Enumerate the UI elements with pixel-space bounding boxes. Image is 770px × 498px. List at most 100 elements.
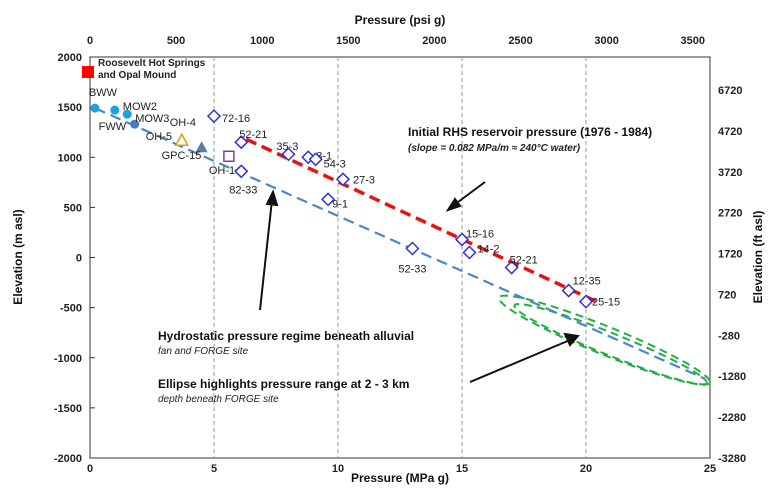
y-right-tick-label: 1720	[718, 249, 742, 261]
point-label: 52-33	[398, 263, 426, 275]
x-top-tick-label: 1000	[250, 35, 274, 47]
diamond-marker	[504, 260, 519, 275]
point-label: OH-4	[170, 117, 196, 129]
y-right-tick-label: 3720	[718, 167, 742, 179]
diamond-marker	[206, 109, 222, 124]
point-label: MOW2	[123, 101, 157, 113]
x-bottom-tick-label: 20	[580, 463, 592, 475]
circle-marker	[90, 103, 100, 113]
point-label: OH-5	[146, 131, 172, 143]
diamond-marker	[335, 172, 351, 187]
annotation-reservoir: Initial RHS reservoir pressure (1976 - 1…	[408, 125, 652, 139]
y-left-tick-label: 1500	[58, 102, 82, 114]
pressure-range-ellipse-inner	[513, 303, 708, 386]
y-right-tick-label: 2720	[718, 208, 742, 220]
x-top-tick-label: 0	[87, 35, 93, 47]
circle-marker	[110, 105, 120, 115]
trend-lines	[94, 107, 706, 380]
data-points: 72-1652-2135-33-154-327-382-339-152-3315…	[89, 87, 620, 309]
y-left-tick-label: -500	[60, 303, 82, 315]
horizontal-gridlines	[90, 56, 95, 459]
annotation-ellipse-2: depth beneath FORGE site	[158, 394, 279, 405]
y-right-tick-label: -280	[718, 330, 740, 342]
y-right-tick-label: 6720	[718, 85, 742, 97]
diamond-marker	[454, 232, 470, 247]
diamond-marker	[578, 294, 594, 309]
annotation-slope: (slope = 0.082 MPa/m ≈ 240°C water)	[408, 143, 581, 154]
triangle-marker	[195, 141, 208, 153]
hydrostatic-arrow	[259, 199, 273, 311]
diamond-marker	[308, 152, 323, 167]
trend-line	[245, 137, 602, 306]
reservoir-arrow	[453, 181, 486, 206]
y-left-tick-label: 1000	[58, 152, 82, 164]
plot-area	[89, 56, 711, 459]
legend-label-line2: and Opal Mound	[98, 70, 176, 81]
y-left-tick-label: 500	[64, 202, 82, 214]
y-left-tick-label: 2000	[58, 52, 82, 64]
point-label: 52-21	[239, 129, 267, 141]
y-left-tick-label: -1000	[54, 353, 82, 365]
circle-marker	[122, 109, 132, 119]
point-label: 82-33	[229, 184, 257, 196]
point-label: MOW3	[135, 113, 169, 125]
diamond-marker	[561, 283, 576, 298]
diamond-marker	[462, 245, 477, 260]
y-right-tick-label: -1280	[718, 371, 746, 383]
legend-marker	[82, 66, 94, 78]
ellipse-arrow-head	[563, 332, 580, 347]
reservoir-arrow-head	[445, 197, 462, 212]
axis-ticks: 0 5 10 15 20 25 0 500 1000 1500 2000 2500 3000 3500 20…	[54, 35, 746, 475]
y-right-tick-label: 720	[718, 289, 736, 301]
y-right-tick-label: 4720	[718, 126, 742, 138]
point-label: 35-3	[276, 141, 298, 153]
x-bottom-tick-label: 10	[332, 463, 344, 475]
hydrostatic-arrow-head	[265, 189, 279, 207]
x-bottom-tick-label: 0	[87, 463, 93, 475]
y-left-tick-label: -1500	[54, 403, 82, 415]
pressure-range-ellipse	[498, 294, 712, 386]
x-top-tick-label: 2500	[508, 35, 532, 47]
x-top-tick-label: 500	[167, 35, 185, 47]
diamond-marker	[405, 241, 420, 256]
point-label: FWW	[99, 121, 127, 133]
trend-line	[94, 107, 706, 380]
x-top-tick-label: 3000	[594, 35, 618, 47]
point-label: 9-1	[332, 198, 348, 210]
annotation-arrows	[259, 181, 580, 383]
annotation-hydrostatic-1: Hydrostatic pressure regime beneath allu…	[158, 329, 414, 343]
diamond-marker	[281, 147, 296, 162]
diamond-marker	[234, 164, 249, 179]
x-top-tick-label: 3500	[681, 35, 705, 47]
point-label: 15-16	[466, 228, 494, 240]
y-left-tick-label: 0	[76, 253, 82, 265]
x-top-tick-label: 2000	[422, 35, 446, 47]
point-label: 52-21	[510, 255, 538, 267]
y-right-tick-label: -2280	[718, 412, 746, 424]
x-bottom-axis-title: Pressure (MPa g)	[351, 471, 449, 485]
point-label: OH-1	[209, 165, 235, 177]
point-label: 27-3	[353, 174, 375, 186]
ellipse-arrow	[469, 339, 571, 383]
circle-marker	[130, 119, 140, 129]
triangle-marker	[174, 132, 190, 146]
x-bottom-tick-label: 15	[456, 463, 468, 475]
x-top-axis-title: Pressure (psi g)	[355, 13, 446, 27]
point-label: 25-15	[592, 297, 620, 309]
point-label: GPC-15	[162, 150, 202, 162]
point-label: 14-2	[477, 243, 499, 255]
diamond-marker	[234, 135, 249, 150]
point-label: 54-3	[324, 158, 346, 170]
vertical-gridlines	[213, 57, 587, 458]
point-label: 12-35	[573, 276, 601, 288]
x-bottom-tick-label: 5	[211, 463, 217, 475]
legend-label: Roosevelt Hot Springs	[98, 58, 206, 69]
diamond-marker	[321, 192, 336, 207]
y-right-axis-title: Elevation (ft asl)	[751, 211, 765, 304]
y-left-tick-label: -2000	[54, 453, 82, 465]
annotation-hydrostatic-2: fan and FORGE site	[158, 346, 248, 357]
square-marker	[223, 150, 235, 162]
y-left-axis-title: Elevation (m asl)	[11, 209, 25, 304]
y-right-tick-label: -3280	[718, 453, 746, 465]
